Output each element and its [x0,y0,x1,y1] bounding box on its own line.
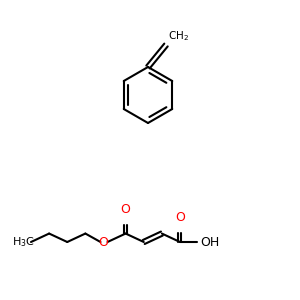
Text: O: O [121,202,130,215]
Text: CH$_2$: CH$_2$ [168,29,189,43]
Text: O: O [175,211,185,224]
Text: H$_3$C: H$_3$C [12,235,35,249]
Text: O: O [99,236,108,248]
Text: OH: OH [200,236,219,248]
